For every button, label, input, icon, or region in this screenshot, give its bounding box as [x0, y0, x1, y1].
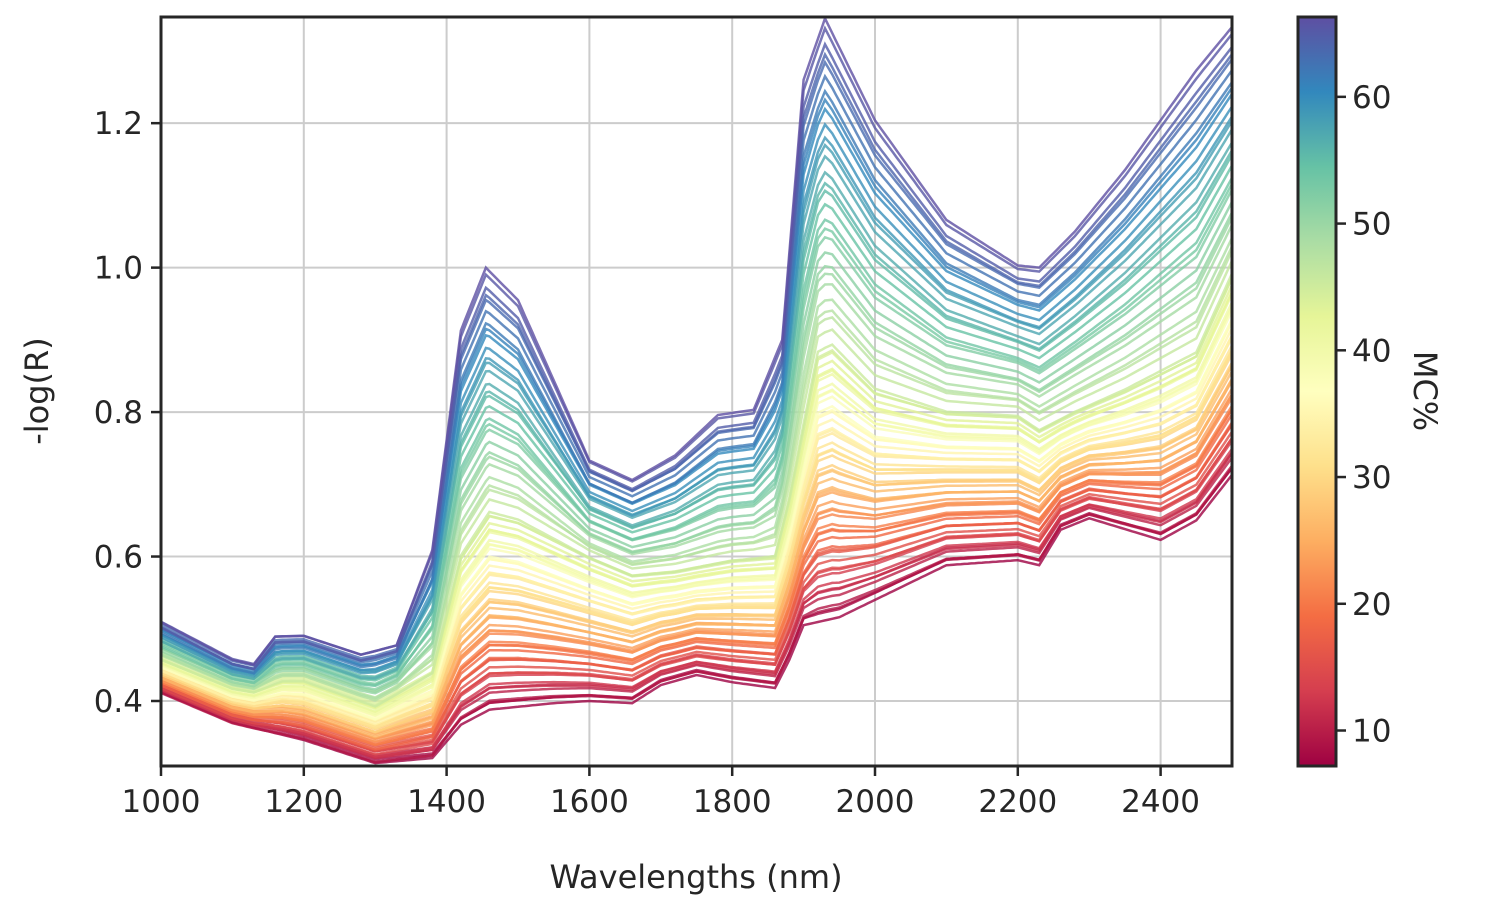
y-axis-label: -log(R) — [18, 337, 56, 445]
colorbar-ticks: 10 20 30 40 50 60 — [1336, 80, 1391, 750]
spectrum-line — [161, 291, 1232, 713]
spectrum-line — [161, 141, 1232, 681]
spectrum-line — [161, 361, 1232, 734]
spectrum-line — [161, 189, 1232, 686]
x-tick-label: 1000 — [122, 784, 201, 820]
spectra-lines — [161, 17, 1232, 765]
spectrum-line — [161, 318, 1232, 721]
spectrum-line — [161, 464, 1232, 764]
spectrum-line — [161, 237, 1232, 700]
colorbar-tick-label: 60 — [1352, 80, 1391, 116]
spectrum-line — [161, 201, 1232, 691]
spectrum-line — [161, 301, 1232, 716]
x-axis-label: Wavelengths (nm) — [549, 858, 842, 896]
colorbar-tick-label: 10 — [1352, 714, 1391, 750]
spectrum-line — [161, 115, 1232, 678]
colorbar-tick-label: 50 — [1352, 207, 1391, 243]
spectrum-line — [161, 211, 1232, 695]
colorbar-tick-label: 40 — [1352, 333, 1391, 369]
x-tick-label: 2400 — [1121, 784, 1200, 820]
spectrum-line — [161, 245, 1232, 702]
spectrum-line — [161, 272, 1232, 708]
x-tick-label: 1600 — [550, 784, 629, 820]
spectrum-line — [161, 344, 1232, 728]
y-tick-label: 0.8 — [94, 395, 143, 431]
spectrum-line — [161, 405, 1232, 746]
y-tick-label: 0.6 — [94, 540, 143, 576]
colorbar-label: MC% — [1406, 351, 1444, 431]
x-tick-label: 1800 — [693, 784, 772, 820]
spectrum-line — [161, 388, 1232, 740]
spectrum-line — [161, 393, 1232, 743]
spectrum-line — [161, 306, 1232, 717]
x-tick-label: 1400 — [407, 784, 486, 820]
colorbar-tick-label: 30 — [1352, 460, 1391, 496]
y-axis: 0.4 0.6 0.8 1.0 1.2 — [94, 106, 161, 720]
x-tick-label: 2200 — [978, 784, 1057, 820]
spectrum-line — [161, 41, 1232, 671]
spectrum-line — [161, 437, 1232, 756]
spectrum-line — [161, 378, 1232, 739]
spectrum-line — [161, 69, 1232, 671]
spectrum-line — [161, 81, 1232, 675]
colorbar — [1296, 15, 1338, 768]
spectrum-line — [161, 448, 1232, 759]
spectrum-line — [161, 452, 1232, 760]
colorbar-tick-label: 20 — [1352, 587, 1391, 623]
y-tick-label: 1.2 — [94, 106, 143, 142]
plot-frame — [159, 15, 1234, 768]
spectrum-line — [161, 17, 1232, 667]
spectrum-line — [161, 350, 1232, 730]
x-tick-label: 2000 — [836, 784, 915, 820]
x-tick-label: 1200 — [264, 784, 343, 820]
spectrum-line — [161, 334, 1232, 726]
x-axis: 1000 1200 1400 1600 1800 2000 2200 2400 — [122, 766, 1200, 820]
spectrum-line — [161, 105, 1232, 676]
y-tick-label: 1.0 — [94, 251, 143, 287]
y-tick-label: 0.4 — [94, 684, 143, 720]
spectrum-line — [161, 177, 1232, 688]
spectrum-line — [161, 421, 1232, 751]
